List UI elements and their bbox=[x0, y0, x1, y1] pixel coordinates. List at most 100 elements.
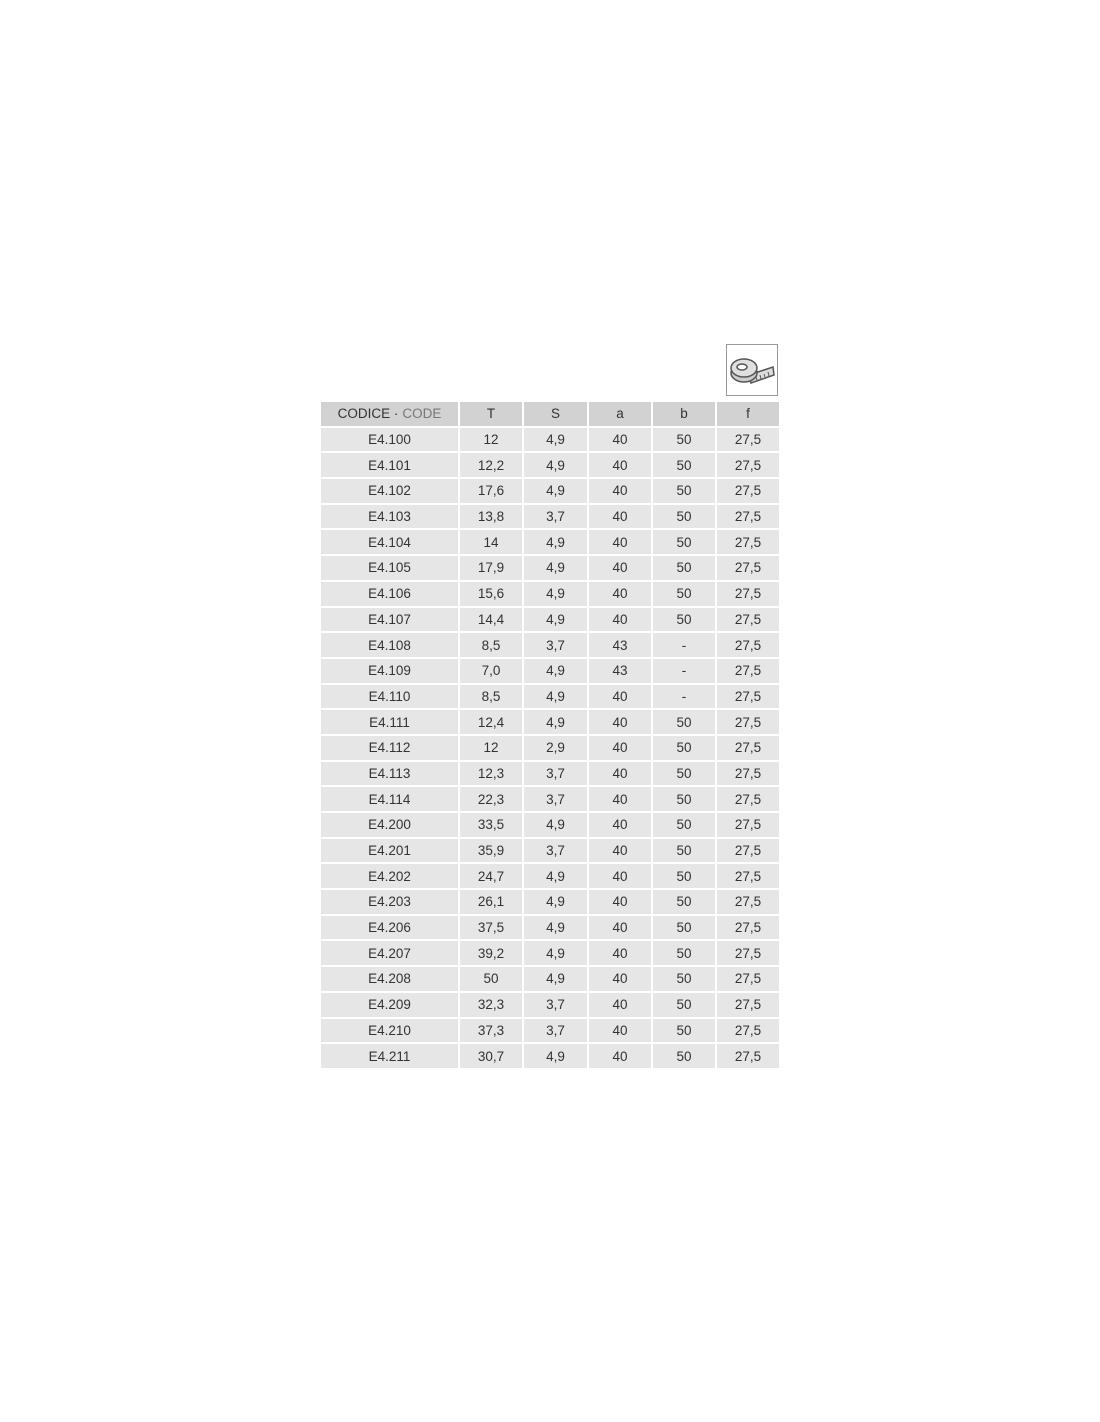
cell-b: - bbox=[653, 633, 717, 659]
cell-code: E4.208 bbox=[321, 967, 460, 993]
cell-a: 40 bbox=[589, 479, 653, 505]
cell-t: 14,4 bbox=[460, 607, 524, 634]
cell-a: 40 bbox=[589, 735, 653, 762]
cell-s: 4,9 bbox=[524, 710, 589, 736]
cell-f: 27,5 bbox=[717, 992, 779, 1019]
cell-code: E4.102 bbox=[321, 479, 460, 505]
cell-b: 50 bbox=[653, 915, 717, 942]
cell-f: 27,5 bbox=[717, 633, 779, 659]
code-label: CODE bbox=[402, 406, 442, 422]
cell-f: 27,5 bbox=[717, 556, 779, 582]
cell-b: 50 bbox=[653, 479, 717, 505]
table-row: E4.113 12,3 3,7 40 50 27,5 bbox=[321, 761, 779, 788]
cell-f: 27,5 bbox=[717, 658, 779, 685]
table-row: E4.211 30,7 4,9 40 50 27,5 bbox=[321, 1044, 779, 1070]
cell-t: 12 bbox=[460, 735, 524, 762]
cell-b: 50 bbox=[653, 813, 717, 839]
cell-a: 40 bbox=[589, 864, 653, 891]
cell-s: 3,7 bbox=[524, 787, 589, 813]
cell-s: 3,7 bbox=[524, 761, 589, 788]
cell-t: 35,9 bbox=[460, 838, 524, 865]
codice-label: CODICE · bbox=[337, 406, 399, 422]
table-row: E4.109 7,0 4,9 43-27,5 bbox=[321, 658, 779, 685]
cell-code: E4.108 bbox=[321, 633, 460, 659]
table-row: E4.103 13,8 3,7 40 50 27,5 bbox=[321, 504, 779, 531]
cell-b: 50 bbox=[653, 941, 717, 968]
cell-a: 40 bbox=[589, 838, 653, 865]
cell-a: 40 bbox=[589, 1018, 653, 1045]
cell-a: 40 bbox=[589, 504, 653, 531]
cell-s: 3,7 bbox=[524, 633, 589, 659]
cell-s: 3,7 bbox=[524, 838, 589, 865]
table-row: E4.202 24,7 4,9 40 50 27,5 bbox=[321, 864, 779, 891]
header-code: CODICE · CODE bbox=[321, 402, 460, 428]
product-table: CODICE · CODE T S a b f E4.100 12 4,9 40 50 27… bbox=[321, 402, 779, 1070]
cell-code: E4.104 bbox=[321, 530, 460, 557]
cell-b: 50 bbox=[653, 992, 717, 1019]
cell-b: 50 bbox=[653, 427, 717, 454]
cell-f: 27,5 bbox=[717, 735, 779, 762]
cell-f: 27,5 bbox=[717, 479, 779, 505]
cell-b: 50 bbox=[653, 735, 717, 762]
cell-s: 4,9 bbox=[524, 967, 589, 993]
cell-b: 50 bbox=[653, 1018, 717, 1045]
header-b: b bbox=[653, 402, 717, 428]
table-row: E4.206 37,5 4,9 40 50 27,5 bbox=[321, 915, 779, 942]
cell-code: E4.109 bbox=[321, 658, 460, 685]
cell-s: 4,9 bbox=[524, 530, 589, 557]
cell-a: 40 bbox=[589, 1044, 653, 1070]
cell-t: 37,5 bbox=[460, 915, 524, 942]
cell-s: 2,9 bbox=[524, 735, 589, 762]
cell-t: 32,3 bbox=[460, 992, 524, 1019]
cell-t: 37,3 bbox=[460, 1018, 524, 1045]
cell-f: 27,5 bbox=[717, 453, 779, 480]
cell-code: E4.100 bbox=[321, 427, 460, 454]
cell-f: 27,5 bbox=[717, 787, 779, 813]
cell-code: E4.110 bbox=[321, 684, 460, 711]
cell-f: 27,5 bbox=[717, 530, 779, 557]
table-row: E4.209 32,3 3,7 40 50 27,5 bbox=[321, 992, 779, 1019]
cell-t: 7,0 bbox=[460, 658, 524, 685]
cell-code: E4.202 bbox=[321, 864, 460, 891]
cell-b: 50 bbox=[653, 530, 717, 557]
cell-code: E4.203 bbox=[321, 890, 460, 916]
cell-s: 4,9 bbox=[524, 658, 589, 685]
cell-f: 27,5 bbox=[717, 915, 779, 942]
cell-f: 27,5 bbox=[717, 607, 779, 634]
table-row: E4.201 35,9 3,7 40 50 27,5 bbox=[321, 838, 779, 865]
cell-a: 40 bbox=[589, 607, 653, 634]
cell-s: 4,9 bbox=[524, 453, 589, 480]
table-row: E4.111 12,4 4,9 40 50 27,5 bbox=[321, 710, 779, 736]
cell-s: 4,9 bbox=[524, 864, 589, 891]
cell-t: 8,5 bbox=[460, 633, 524, 659]
cell-t: 12 bbox=[460, 427, 524, 454]
table-row: E4.102 17,6 4,9 40 50 27,5 bbox=[321, 479, 779, 505]
table-row: E4.110 8,5 4,9 40-27,5 bbox=[321, 684, 779, 711]
cell-a: 40 bbox=[589, 915, 653, 942]
table-row: E4.207 39,2 4,9 40 50 27,5 bbox=[321, 941, 779, 968]
table-row: E4.101 12,2 4,9 40 50 27,5 bbox=[321, 453, 779, 480]
cell-s: 4,9 bbox=[524, 890, 589, 916]
cell-a: 43 bbox=[589, 658, 653, 685]
cell-code: E4.105 bbox=[321, 556, 460, 582]
cell-t: 50 bbox=[460, 967, 524, 993]
cell-a: 40 bbox=[589, 787, 653, 813]
cell-b: 50 bbox=[653, 967, 717, 993]
cell-s: 4,9 bbox=[524, 813, 589, 839]
cell-code: E4.101 bbox=[321, 453, 460, 480]
cell-a: 40 bbox=[589, 684, 653, 711]
cell-f: 27,5 bbox=[717, 941, 779, 968]
cell-f: 27,5 bbox=[717, 838, 779, 865]
cell-a: 40 bbox=[589, 710, 653, 736]
cell-t: 13,8 bbox=[460, 504, 524, 531]
cell-s: 4,9 bbox=[524, 581, 589, 608]
cell-a: 40 bbox=[589, 992, 653, 1019]
cell-b: 50 bbox=[653, 710, 717, 736]
cell-b: 50 bbox=[653, 453, 717, 480]
cell-code: E4.113 bbox=[321, 761, 460, 788]
cell-code: E4.111 bbox=[321, 710, 460, 736]
table-row: E4.114 22,3 3,7 40 50 27,5 bbox=[321, 787, 779, 813]
cell-b: 50 bbox=[653, 761, 717, 788]
cell-code: E4.211 bbox=[321, 1044, 460, 1070]
cell-s: 4,9 bbox=[524, 607, 589, 634]
